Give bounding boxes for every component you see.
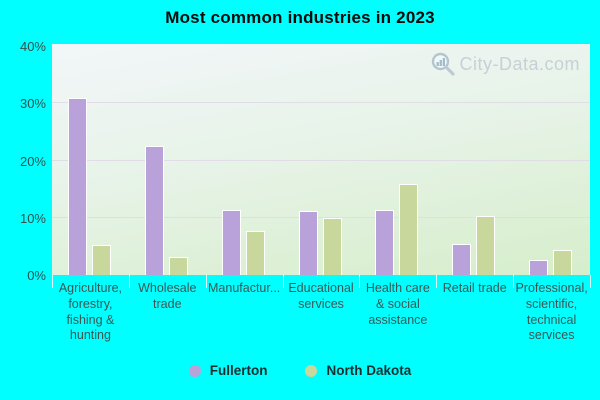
y-tick-label-30%: 30% xyxy=(19,96,46,112)
x-tick xyxy=(282,275,284,288)
bar-north-dakota-agriculture-forestry-fis xyxy=(92,245,111,275)
x-label-professional-scientific-: Professional, scientific, technical serv… xyxy=(515,281,588,343)
legend-swatch-north-dakota xyxy=(305,364,318,377)
y-tick-label-0%: 0% xyxy=(27,268,46,283)
legend-item-north-dakota: North Dakota xyxy=(305,363,411,378)
x-label-educational-services: Educational services xyxy=(288,281,354,311)
chart-title: Most common industries in 2023 xyxy=(165,8,435,27)
bar-fullerton-professional-scientific- xyxy=(529,259,549,275)
x-label-wholesale-trade: Wholesale trade xyxy=(138,281,197,311)
bar-north-dakota-health-care-social-assis xyxy=(399,183,419,275)
watermark: City-Data.com xyxy=(430,51,580,77)
bar-north-dakota-wholesale-trade xyxy=(168,256,188,275)
bar-fullerton-wholesale-trade xyxy=(144,146,164,275)
bar-north-dakota-educational-services xyxy=(322,217,342,275)
x-tick xyxy=(359,275,361,288)
y-tick-label-40%: 40% xyxy=(19,39,46,54)
bar-fullerton-manufactur xyxy=(221,210,241,275)
x-tick xyxy=(128,275,130,288)
legend: Fullerton North Dakota xyxy=(0,363,600,378)
x-label-retail-trade: Retail trade xyxy=(442,281,507,295)
bar-fullerton-retail-trade xyxy=(452,243,472,275)
bar-fullerton-educational-services xyxy=(298,210,318,275)
x-tick xyxy=(52,275,53,288)
bar-north-dakota-manufactur xyxy=(245,230,265,275)
bar-north-dakota-professional-scientific- xyxy=(553,249,573,275)
x-label-health-care-social-assis: Health care & social assistance xyxy=(365,281,430,327)
x-label-agriculture-forestry-fis: Agriculture, forestry, fishing & hunting xyxy=(58,281,123,343)
legend-label-north-dakota: North Dakota xyxy=(326,363,412,378)
magnifier-bar-chart-icon xyxy=(430,51,456,77)
x-axis-labels: Agriculture, forestry, fishing & hunting… xyxy=(52,281,590,344)
y-tick-label-20%: 20% xyxy=(19,153,46,169)
gridline-20% xyxy=(52,159,590,161)
x-label-manufactur: Manufactur... xyxy=(208,281,281,295)
plot-area: City-Data.com xyxy=(52,44,590,275)
x-tick xyxy=(513,275,515,288)
legend-swatch-fullerton xyxy=(188,364,201,377)
bar-north-dakota-retail-trade xyxy=(476,216,496,275)
bar-fullerton-health-care-social-assis xyxy=(375,210,395,275)
bar-fullerton-agriculture-forestry-fis xyxy=(68,97,87,275)
x-tick xyxy=(436,275,438,288)
watermark-text: City-Data.com xyxy=(459,53,580,74)
y-tick-label-10%: 10% xyxy=(19,210,46,226)
gridline-30% xyxy=(52,102,590,104)
legend-label-fullerton: Fullerton xyxy=(209,363,268,378)
x-tick xyxy=(205,275,207,288)
x-tick xyxy=(590,275,591,288)
legend-item-fullerton: Fullerton xyxy=(188,363,268,378)
gridline-10% xyxy=(52,216,590,218)
